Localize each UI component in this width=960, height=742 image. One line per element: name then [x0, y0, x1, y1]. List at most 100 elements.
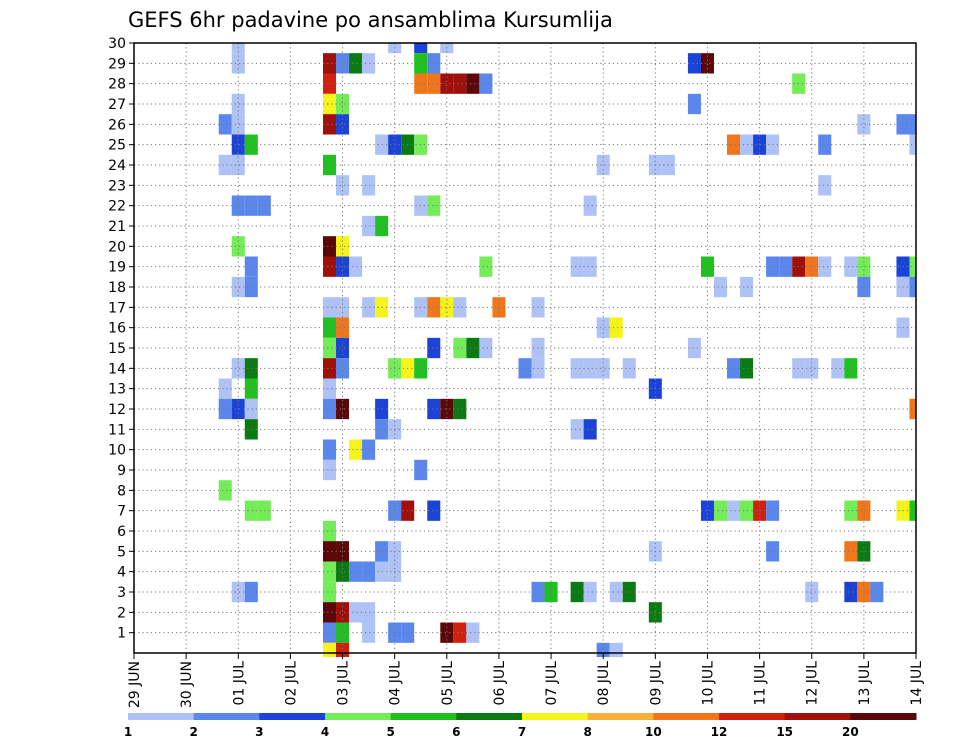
heatmap-cell — [336, 561, 350, 582]
colorbar-label: 20 — [842, 725, 859, 739]
heatmap-cell — [336, 358, 350, 379]
heatmap-cell — [244, 276, 258, 298]
y-tick-label: 10 — [108, 443, 126, 459]
x-tick-label: 13 JUL — [857, 661, 873, 706]
colorbar-swatch — [587, 713, 654, 720]
heatmap-cell — [440, 73, 454, 94]
colorbar-swatch — [653, 713, 720, 720]
heatmap-cell — [362, 602, 376, 623]
heatmap-cell — [322, 337, 337, 359]
heatmap-cell — [322, 236, 337, 257]
heatmap-cell — [909, 398, 916, 420]
x-tick-label: 14 JUL — [909, 661, 925, 706]
heatmap-cell — [479, 256, 493, 277]
heatmap-cell — [322, 520, 337, 542]
heatmap-cell — [231, 195, 245, 216]
heatmap-cell — [336, 53, 350, 74]
heatmap-cell — [336, 175, 350, 196]
heatmap-cell — [244, 500, 258, 521]
y-tick-label: 30 — [108, 36, 126, 52]
heatmap-cell — [844, 541, 858, 562]
heatmap-cell — [322, 93, 337, 115]
colorbar-label: 1 — [124, 725, 132, 739]
heatmap-cell — [453, 337, 467, 359]
y-tick-label: 19 — [108, 260, 126, 276]
heatmap-cell — [244, 419, 258, 440]
heatmap-cell — [479, 337, 493, 359]
heatmap-cell — [583, 581, 597, 603]
colorbar-label: 2 — [189, 725, 197, 739]
heatmap-cell — [336, 236, 350, 257]
heatmap-cell — [322, 541, 337, 562]
heatmap-cell — [322, 581, 337, 603]
heatmap-cell — [622, 358, 636, 379]
y-tick-label: 6 — [117, 524, 126, 540]
x-tick-label: 07 JUL — [544, 661, 560, 706]
heatmap-cell — [322, 154, 337, 176]
y-tick-label: 23 — [108, 178, 126, 194]
heatmap-cell — [453, 398, 467, 420]
heatmap-cell — [336, 317, 350, 338]
heatmap-cell — [375, 134, 389, 155]
heatmap-cell — [427, 53, 441, 74]
heatmap-cell — [453, 73, 467, 94]
y-tick-label: 4 — [117, 565, 126, 581]
y-tick-label: 1 — [117, 626, 126, 642]
heatmap-cell — [375, 419, 389, 440]
heatmap-cell — [713, 276, 728, 298]
heatmap-cell — [336, 337, 350, 359]
heatmap-cell — [909, 134, 916, 155]
heatmap-cell — [349, 439, 363, 460]
colorbar-label: 8 — [583, 725, 591, 739]
heatmap-cell — [492, 297, 506, 318]
y-tick-label: 13 — [108, 382, 126, 398]
y-tick-label: 16 — [108, 321, 126, 337]
heatmap-cell — [453, 622, 467, 643]
heatmap-cell — [218, 114, 232, 135]
heatmap-cell — [322, 561, 337, 582]
heatmap-cell — [740, 358, 754, 379]
heatmap-cell — [427, 195, 441, 216]
colorbar-swatch — [193, 713, 260, 720]
heatmap-cell — [322, 73, 337, 94]
y-tick-label: 11 — [108, 422, 126, 438]
heatmap-cell — [609, 642, 623, 657]
heatmap-cell — [427, 337, 441, 359]
heatmap-cell — [844, 256, 858, 277]
x-tick-label: 12 JUL — [805, 661, 821, 706]
heatmap-cell — [687, 93, 701, 115]
heatmap-cell — [427, 297, 441, 318]
heatmap-cell — [336, 297, 350, 318]
heatmap-cell — [740, 276, 754, 298]
heatmap-cell — [570, 581, 584, 603]
y-tick-label: 22 — [108, 199, 126, 215]
heatmap-cell — [322, 439, 337, 460]
y-tick-label: 29 — [108, 56, 126, 72]
heatmap-cell — [349, 602, 363, 623]
heatmap-cell — [349, 561, 363, 582]
heatmap-cell — [322, 53, 337, 74]
heatmap-cell — [322, 642, 337, 657]
y-tick-label: 17 — [108, 300, 126, 316]
colorbar-label: 4 — [321, 725, 329, 739]
heatmap-cell — [700, 500, 714, 521]
x-tick-label: 09 JUL — [648, 661, 664, 706]
heatmap-cell — [466, 622, 480, 643]
heatmap-cell — [831, 358, 845, 379]
heatmap-cell — [375, 297, 389, 318]
heatmap-cell — [362, 439, 376, 460]
y-tick-label: 25 — [108, 138, 126, 154]
chart-title: GEFS 6hr padavine po ansamblima Kursumli… — [128, 8, 613, 32]
heatmap-cell — [909, 500, 916, 521]
colorbar-swatch — [390, 713, 457, 720]
colorbar-swatch — [456, 713, 523, 720]
heatmap-cell — [244, 134, 258, 155]
colorbar-swatch — [128, 713, 195, 720]
heatmap-cell — [583, 419, 597, 440]
colorbar-legend: 1 2 3 4 5 6 7 8 10 12 15 20 — [124, 713, 917, 739]
heatmap-cell — [687, 337, 701, 359]
y-tick-label: 20 — [108, 239, 126, 255]
heatmap-cell — [909, 114, 916, 135]
heatmap-cell — [622, 581, 636, 603]
heatmap-cell — [322, 622, 337, 643]
